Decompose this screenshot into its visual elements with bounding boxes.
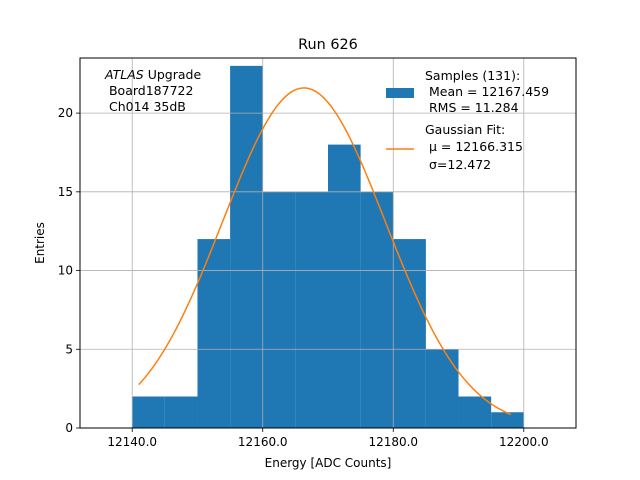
legend-fit-title: Gaussian Fit: <box>425 122 505 137</box>
histogram-bar <box>360 191 394 428</box>
histogram-bar <box>132 396 165 428</box>
histogram-bar <box>262 191 296 428</box>
histogram-bar <box>295 191 328 428</box>
x-axis-label: Energy [ADC Counts] <box>265 456 392 470</box>
y-tick-label: 20 <box>58 106 73 120</box>
y-tick-label: 5 <box>65 342 73 356</box>
histogram-bar <box>458 396 492 428</box>
histogram-bar <box>230 65 263 428</box>
histogram-bar <box>328 144 361 428</box>
histogram-bar <box>164 396 198 428</box>
y-axis-ticks: 0 5 10 15 20 <box>58 106 80 435</box>
y-axis-label: Entries <box>33 222 47 264</box>
annotation-line-2: Board187722 <box>105 83 193 98</box>
annotation-line-1: ATLAS Upgrade <box>104 67 201 82</box>
annotation-upgrade: Upgrade <box>144 67 202 82</box>
y-tick-label: 0 <box>65 421 73 435</box>
x-axis-ticks: 12140.0 12160.0 12180.0 12200.0 <box>107 428 549 449</box>
legend-samples-title: Samples (131): <box>425 68 520 83</box>
legend-histogram-swatch <box>386 88 414 98</box>
x-tick-label: 12200.0 <box>499 435 549 449</box>
x-tick-label: 12160.0 <box>238 435 288 449</box>
histogram-bar <box>197 239 231 428</box>
legend-fit-mu: μ = 12166.315 <box>425 139 523 154</box>
histogram-bar <box>425 349 459 428</box>
histogram-bar <box>393 239 426 428</box>
x-tick-label: 12140.0 <box>107 435 157 449</box>
chart-title: Run 626 <box>298 37 358 53</box>
histogram-bar <box>491 412 524 428</box>
legend-samples-rms: RMS = 11.284 <box>425 100 519 115</box>
atlas-annotation: ATLAS Upgrade Board187722 Ch014 35dB <box>104 67 201 114</box>
legend-samples-mean: Mean = 12167.459 <box>425 84 549 99</box>
gaussian-fit <box>138 87 512 416</box>
legend: Samples (131): Mean = 12167.459 RMS = 11… <box>386 68 549 172</box>
x-tick-label: 12180.0 <box>368 435 418 449</box>
y-tick-label: 10 <box>58 264 73 278</box>
grid-lines <box>80 58 576 429</box>
fit-curve <box>138 87 512 416</box>
y-tick-label: 15 <box>58 185 73 199</box>
plot-frame <box>79 57 577 429</box>
annotation-line-3: Ch014 35dB <box>105 99 186 114</box>
annotation-atlas-italic: ATLAS <box>104 67 144 82</box>
legend-fit-sigma: σ=12.472 <box>425 157 491 172</box>
